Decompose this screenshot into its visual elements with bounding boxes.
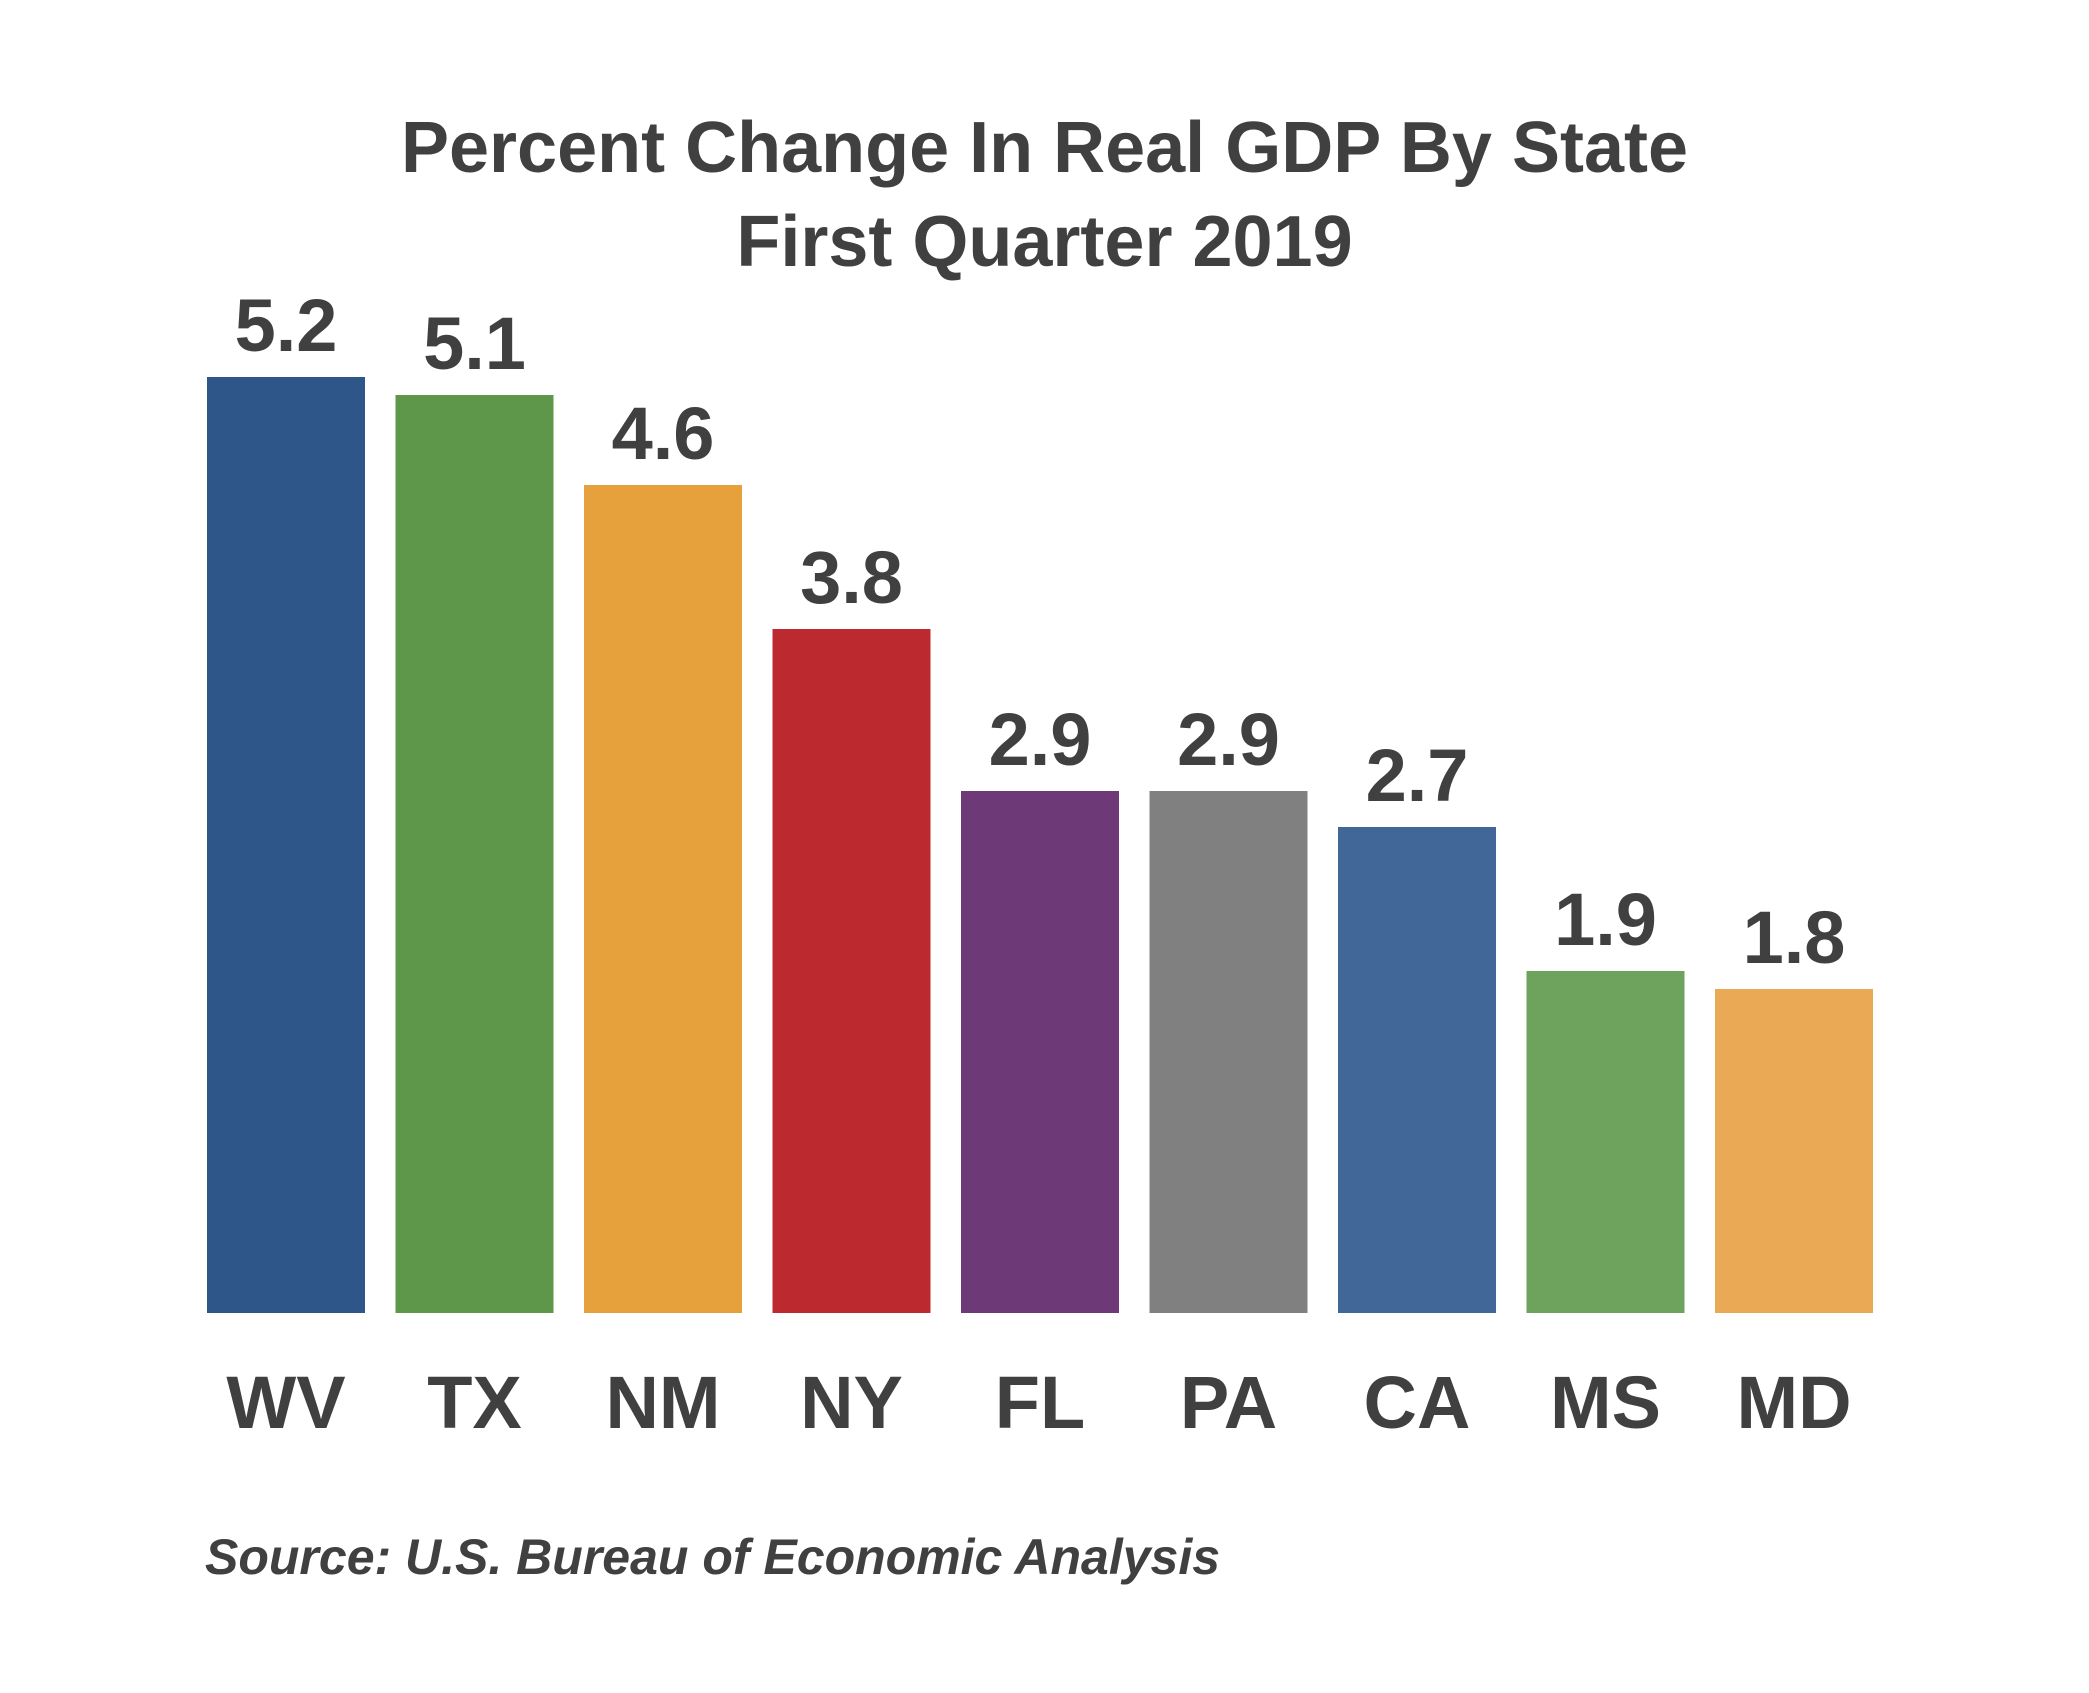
bar-ms: [1526, 971, 1685, 1313]
category-label-nm: NM: [605, 1361, 720, 1444]
bars-group: [207, 377, 1873, 1313]
source-note: Source: U.S. Bureau of Economic Analysis: [205, 1529, 1221, 1585]
bar-nm: [584, 485, 742, 1313]
value-label-ny: 3.8: [800, 536, 903, 619]
bar-pa: [1149, 791, 1308, 1313]
category-label-ms: MS: [1550, 1361, 1661, 1444]
value-label-tx: 5.1: [423, 302, 526, 385]
value-label-ms: 1.9: [1554, 878, 1657, 961]
value-label-wv: 5.2: [235, 284, 338, 367]
category-label-ca: CA: [1364, 1361, 1471, 1444]
value-label-ca: 2.7: [1366, 734, 1469, 817]
value-label-pa: 2.9: [1177, 698, 1280, 781]
category-labels-group: WV TX NM NY FL PA CA MS MD: [226, 1361, 1851, 1444]
category-label-tx: TX: [427, 1361, 522, 1444]
bar-ny: [772, 629, 931, 1313]
bar-ca: [1338, 827, 1496, 1313]
bar-wv: [207, 377, 365, 1313]
category-label-fl: FL: [995, 1361, 1085, 1444]
value-label-md: 1.8: [1743, 896, 1846, 979]
value-label-nm: 4.6: [612, 392, 715, 475]
category-label-wv: WV: [226, 1361, 345, 1444]
value-labels-group: 5.2 5.1 4.6 3.8 2.9 2.9 2.7 1.9 1.8: [235, 284, 1846, 979]
bar-tx: [395, 395, 554, 1313]
bar-fl: [961, 791, 1119, 1313]
value-label-fl: 2.9: [989, 698, 1092, 781]
category-label-pa: PA: [1180, 1361, 1277, 1444]
category-label-md: MD: [1736, 1361, 1851, 1444]
category-label-ny: NY: [800, 1361, 903, 1444]
chart-title-line-1: Percent Change In Real GDP By State: [400, 108, 1689, 188]
chart-title-line-2: First Quarter 2019: [736, 202, 1353, 282]
bar-md: [1715, 989, 1873, 1313]
